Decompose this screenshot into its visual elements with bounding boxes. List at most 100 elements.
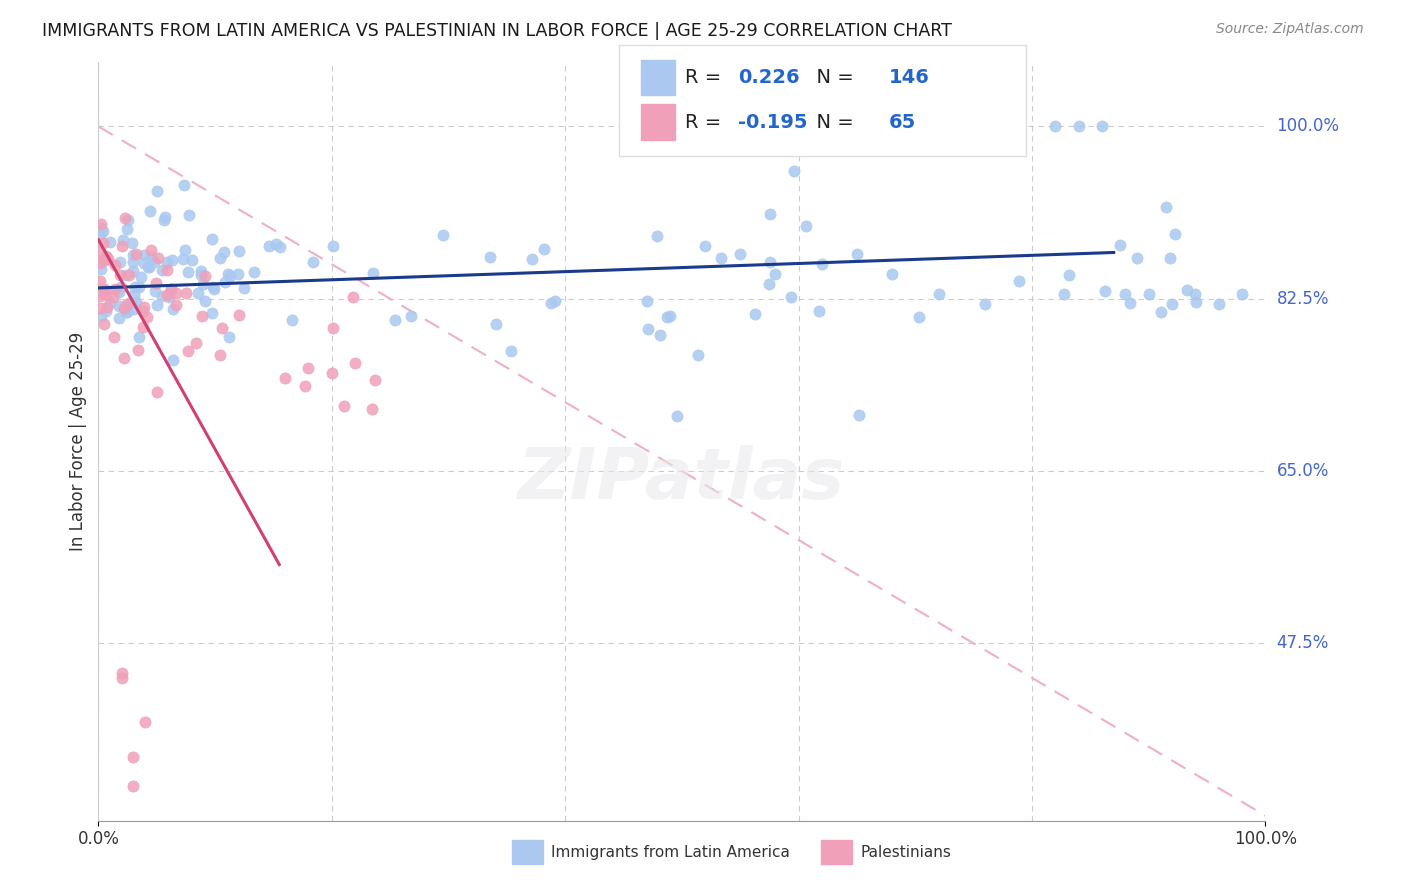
Point	[730, 247, 752, 261]
Point	[112, 301, 135, 315]
Point	[157, 290, 180, 304]
Point	[974, 296, 997, 310]
Point	[501, 343, 523, 358]
Y-axis label: In Labor Force | Age 25-29: In Labor Force | Age 25-29	[69, 332, 87, 551]
Text: 146: 146	[889, 68, 929, 87]
Point	[122, 779, 145, 793]
Point	[302, 254, 325, 268]
Point	[269, 240, 291, 254]
Point	[90, 285, 112, 300]
Point	[125, 246, 148, 260]
Point	[1150, 305, 1173, 319]
Point	[146, 385, 169, 400]
Text: R =: R =	[685, 112, 727, 132]
Point	[880, 267, 903, 281]
Point	[98, 235, 121, 249]
Point	[112, 351, 135, 365]
Point	[218, 330, 240, 344]
Point	[121, 235, 143, 250]
Point	[209, 251, 232, 265]
Point	[156, 254, 179, 268]
Point	[322, 320, 344, 334]
Text: 65: 65	[889, 112, 915, 132]
Point	[281, 312, 304, 326]
Point	[190, 309, 212, 323]
Point	[212, 244, 235, 259]
Point	[208, 348, 231, 362]
Point	[139, 250, 162, 264]
Point	[139, 203, 162, 218]
Point	[108, 254, 131, 268]
Point	[190, 264, 212, 278]
Point	[194, 269, 217, 284]
Point	[1053, 286, 1076, 301]
Point	[384, 313, 406, 327]
Point	[91, 253, 114, 268]
Point	[89, 301, 111, 316]
Point	[294, 379, 316, 393]
Point	[108, 285, 131, 299]
Point	[688, 348, 710, 362]
Point	[96, 251, 118, 265]
Point	[1159, 251, 1181, 265]
Point	[122, 248, 145, 262]
Point	[190, 268, 212, 282]
Text: Immigrants from Latin America: Immigrants from Latin America	[551, 845, 790, 860]
Point	[544, 293, 567, 308]
Point	[846, 247, 869, 261]
Point	[90, 309, 112, 323]
Point	[150, 289, 173, 303]
Point	[94, 304, 117, 318]
Point	[321, 366, 343, 380]
Point	[401, 309, 423, 323]
Point	[132, 303, 155, 318]
Point	[637, 322, 659, 336]
Point	[1154, 200, 1177, 214]
Point	[111, 671, 134, 685]
Point	[96, 300, 118, 314]
Point	[1045, 120, 1067, 134]
Point	[96, 249, 118, 263]
Point	[794, 219, 817, 233]
Point	[759, 254, 782, 268]
Point	[128, 280, 150, 294]
Point	[228, 268, 250, 282]
Point	[143, 255, 166, 269]
Point	[162, 301, 184, 316]
Point	[201, 232, 224, 246]
Point	[217, 267, 239, 281]
Point	[150, 263, 173, 277]
Point	[1108, 238, 1130, 252]
Point	[89, 227, 111, 242]
Point	[91, 224, 114, 238]
Point	[361, 266, 384, 280]
Point	[1185, 295, 1208, 310]
Point	[138, 260, 160, 274]
Point	[655, 310, 678, 324]
Point	[219, 269, 242, 284]
Text: 0.226: 0.226	[738, 68, 800, 87]
Point	[89, 274, 111, 288]
Point	[485, 317, 508, 331]
Point	[361, 401, 384, 416]
Text: R =: R =	[685, 68, 727, 87]
Point	[134, 715, 156, 730]
Point	[665, 409, 688, 423]
Text: 47.5%: 47.5%	[1277, 634, 1329, 652]
Text: IMMIGRANTS FROM LATIN AMERICA VS PALESTINIAN IN LABOR FORCE | AGE 25-29 CORRELAT: IMMIGRANTS FROM LATIN AMERICA VS PALESTI…	[42, 22, 952, 40]
Point	[93, 282, 115, 296]
Point	[645, 228, 668, 243]
Point	[1208, 296, 1230, 310]
Point	[1126, 251, 1149, 265]
Point	[173, 244, 195, 258]
Point	[90, 262, 112, 277]
Point	[165, 298, 187, 312]
Point	[1119, 296, 1142, 310]
Text: 82.5%: 82.5%	[1277, 290, 1329, 308]
Point	[228, 308, 250, 322]
Point	[122, 287, 145, 301]
Point	[122, 301, 145, 316]
Point	[122, 264, 145, 278]
Point	[478, 250, 501, 264]
Point	[134, 255, 156, 269]
